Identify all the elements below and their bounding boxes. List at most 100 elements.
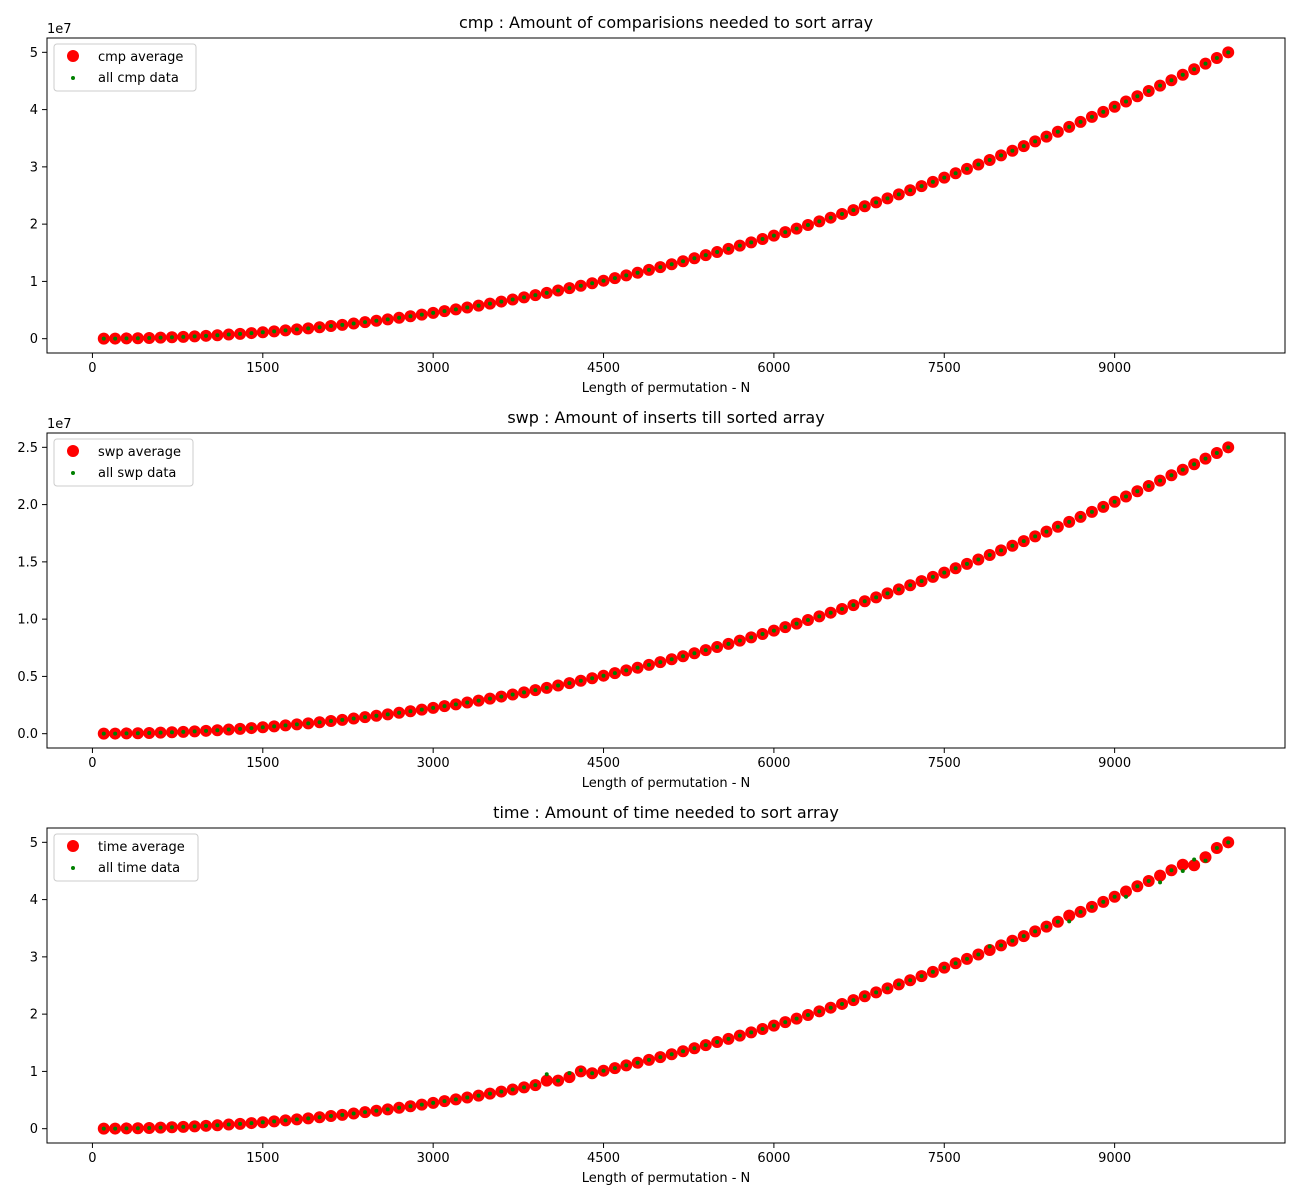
data-point (760, 631, 765, 636)
data-point (590, 1071, 595, 1076)
legend-label-average: cmp average (98, 50, 183, 65)
x-tick-label: 4500 (587, 756, 620, 771)
data-point (669, 1052, 674, 1057)
data-point (783, 230, 788, 235)
data-point (1214, 846, 1219, 851)
data-point (340, 1112, 345, 1117)
data-point (499, 299, 504, 304)
data-point (374, 318, 379, 323)
data-point (726, 641, 731, 646)
data-point (896, 192, 901, 197)
data-point (1203, 858, 1208, 863)
data-point (953, 566, 958, 571)
data-point (635, 270, 640, 275)
data-point (908, 583, 913, 588)
data-point (1169, 473, 1174, 478)
data-point (1146, 89, 1151, 94)
data-point (1112, 104, 1117, 109)
data-point (260, 1120, 265, 1125)
data-point (567, 286, 572, 291)
data-point (964, 561, 969, 566)
data-point (987, 552, 992, 557)
data-point (397, 710, 402, 715)
legend-label-all: all swp data (98, 466, 176, 481)
data-point (556, 683, 561, 688)
data-point (465, 305, 470, 310)
data-point (999, 943, 1004, 948)
data-point (919, 184, 924, 189)
data-point (499, 1089, 504, 1094)
data-point (601, 673, 606, 678)
data-point (715, 1040, 720, 1045)
data-point (1112, 894, 1117, 899)
data-point (169, 730, 174, 735)
average-point (563, 1071, 576, 1084)
y-tick-label: 1 (30, 275, 38, 290)
data-point (1101, 109, 1106, 114)
data-point (181, 1124, 186, 1129)
x-tick-label: 0 (88, 756, 96, 771)
y-offset-text: 1e7 (47, 22, 72, 37)
data-point (487, 1091, 492, 1096)
data-point (976, 162, 981, 167)
legend-marker-all (71, 471, 75, 475)
data-point (431, 310, 436, 315)
data-point (397, 315, 402, 320)
data-point (1158, 83, 1163, 88)
data-point (964, 166, 969, 171)
data-point (817, 219, 822, 224)
y-tick-label: 0.0 (17, 727, 38, 742)
data-point (487, 301, 492, 306)
data-point (419, 312, 424, 317)
data-point (317, 1115, 322, 1120)
data-point (101, 336, 106, 341)
data-point (374, 713, 379, 718)
data-point (692, 651, 697, 656)
data-point (840, 1001, 845, 1006)
data-point (726, 1036, 731, 1041)
data-point (624, 1063, 629, 1068)
data-point (522, 295, 527, 300)
y-tick-label: 0.5 (17, 670, 38, 685)
data-point (999, 548, 1004, 553)
data-point (1226, 50, 1231, 55)
axes-frame (46, 827, 1286, 1144)
data-point (976, 952, 981, 957)
data-point (726, 246, 731, 251)
data-point (181, 334, 186, 339)
data-point (987, 157, 992, 162)
data-point (101, 731, 106, 736)
data-point (510, 297, 515, 302)
axes-frame (46, 37, 1286, 354)
data-point (453, 307, 458, 312)
legend-box (53, 438, 194, 487)
subplot-3: time : Amount of time needed to sort arr… (30, 803, 1286, 1186)
average-point (540, 1074, 553, 1087)
data-point (612, 671, 617, 676)
data-point (794, 1016, 799, 1021)
data-point (783, 625, 788, 630)
data-point (840, 606, 845, 611)
data-point (1055, 524, 1060, 529)
data-point (113, 731, 118, 736)
data-point (930, 574, 935, 579)
data-point (204, 333, 209, 338)
data-point (328, 1114, 333, 1119)
data-point (419, 707, 424, 712)
data-point (1067, 124, 1072, 129)
data-point (385, 317, 390, 322)
data-point (1067, 519, 1072, 524)
data-point (624, 273, 629, 278)
average-point (1176, 858, 1189, 871)
data-point (1123, 99, 1128, 104)
data-point (351, 1111, 356, 1116)
data-point (976, 557, 981, 562)
data-point (669, 262, 674, 267)
data-point (715, 645, 720, 650)
data-point (1180, 467, 1185, 472)
data-point (1033, 929, 1038, 934)
data-point (828, 1005, 833, 1010)
data-point (124, 1126, 129, 1131)
data-point (465, 1095, 470, 1100)
